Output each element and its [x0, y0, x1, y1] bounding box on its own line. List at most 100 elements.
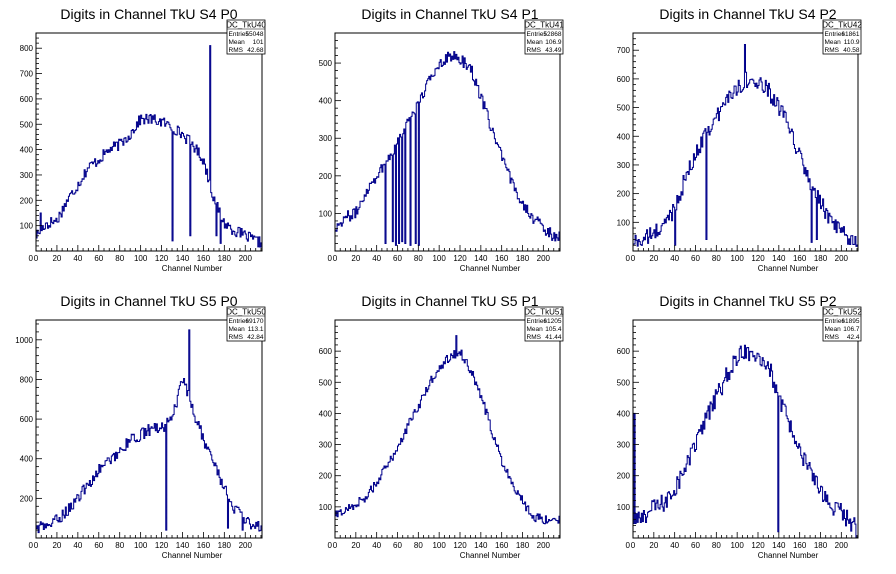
x-tick-label: 20: [351, 541, 360, 550]
x-tick-label: 120: [453, 254, 467, 263]
x-tick-label: 0: [631, 541, 636, 550]
x-tick-label: 120: [751, 254, 765, 263]
x-tick-label: 0: [333, 541, 338, 550]
stats-label: RMS: [229, 47, 244, 54]
x-tick-label: 180: [516, 254, 530, 263]
chart-title: Digits in Channel TkU S4 P2: [659, 6, 836, 22]
x-tick-label: 200: [537, 541, 551, 550]
stats-box-frame: [226, 306, 266, 342]
x-tick-label: 60: [94, 254, 103, 263]
stats-box-name: DC_TkU42: [822, 21, 862, 30]
y-tick-label: 500: [319, 378, 333, 387]
x-tick-label: 200: [835, 254, 849, 263]
stats-value: 106.7: [843, 326, 860, 333]
y-tick-label: 0: [626, 541, 631, 550]
x-tick-label: 180: [814, 254, 828, 263]
y-tick-label: 300: [319, 134, 333, 143]
x-tick-label: 0: [34, 254, 39, 263]
x-tick-label: 160: [495, 541, 509, 550]
y-tick-label: 100: [20, 222, 34, 231]
x-axis-label: Channel Number: [460, 551, 521, 560]
y-tick-label: 0: [29, 541, 34, 550]
histogram-series-line: [334, 51, 561, 251]
x-tick-label: 60: [691, 541, 700, 550]
histogram-series-line: [632, 43, 859, 251]
x-tick-label: 0: [631, 254, 636, 263]
x-tick-label: 60: [94, 541, 103, 550]
x-tick-label: 20: [649, 541, 658, 550]
y-tick-label: 100: [319, 503, 333, 512]
stats-label: Entries: [229, 318, 250, 325]
histogram-panel: Digits in Channel TkU S5 P2 0 20 40 60 80 100 1…: [617, 293, 863, 560]
y-tick-label: 500: [319, 59, 333, 68]
x-axis-label: Channel Number: [460, 264, 521, 273]
stats-value: 61895: [841, 318, 859, 325]
x-tick-label: 140: [772, 254, 786, 263]
y-tick-label: 100: [319, 209, 333, 218]
stats-value: 69170: [245, 318, 263, 325]
stats-box-name: DC_TkU52: [822, 308, 862, 317]
y-tick-label: 500: [617, 104, 631, 113]
stats-value: 41.44: [545, 334, 562, 341]
x-tick-label: 40: [372, 541, 381, 550]
histogram-panel: Digits in Channel TkU S4 P1 0 20 40 60 80 100 1…: [319, 6, 565, 273]
stats-value: 106.9: [545, 39, 562, 46]
x-tick-label: 60: [691, 254, 700, 263]
y-tick-label: 200: [319, 172, 333, 181]
stats-label: RMS: [825, 334, 840, 341]
stats-label: RMS: [527, 334, 542, 341]
stats-value: 43.49: [545, 47, 562, 54]
x-tick-label: 60: [393, 254, 402, 263]
plot-frame: [35, 32, 263, 252]
y-tick-label: 0: [328, 254, 333, 263]
x-tick-label: 40: [372, 254, 381, 263]
histogram-series-line: [35, 329, 263, 538]
x-axis-label: Channel Number: [162, 264, 223, 273]
stats-label: Entries: [825, 318, 846, 325]
x-tick-label: 40: [670, 254, 679, 263]
x-axis-label: Channel Number: [758, 551, 819, 560]
y-tick-label: 600: [319, 347, 333, 356]
stats-label: Entries: [527, 318, 548, 325]
x-tick-label: 160: [495, 254, 509, 263]
x-tick-label: 140: [176, 541, 190, 550]
x-tick-label: 180: [814, 541, 828, 550]
y-tick-label: 1000: [15, 336, 33, 345]
x-tick-label: 80: [712, 254, 721, 263]
stats-box-frame: [524, 306, 564, 342]
stats-value: 110.9: [844, 39, 860, 46]
stats-label: RMS: [825, 47, 840, 54]
x-tick-label: 100: [134, 541, 148, 550]
x-tick-label: 20: [351, 254, 360, 263]
y-tick-label: 200: [617, 472, 631, 481]
y-tick-label: 400: [20, 146, 34, 155]
stats-value: 42.4: [847, 334, 860, 341]
stats-value: 40.58: [843, 47, 860, 54]
y-tick-label: 400: [319, 409, 333, 418]
stats-box-name: DC_TkU50: [226, 308, 266, 317]
stats-label: Entries: [527, 31, 548, 38]
y-tick-label: 300: [319, 441, 333, 450]
plot-frame: [35, 319, 263, 539]
chart-title: Digits in Channel TkU S5 P0: [60, 293, 237, 309]
histogram-panel: Digits in Channel TkU S4 P2 0 20 40 60 80 100 1…: [617, 6, 863, 273]
y-tick-label: 200: [319, 472, 333, 481]
y-tick-label: 200: [20, 494, 34, 503]
stats-value: 52868: [543, 31, 561, 38]
stats-value: 61861: [841, 31, 859, 38]
x-tick-label: 0: [34, 541, 39, 550]
y-tick-label: 700: [20, 70, 34, 79]
stats-label: Mean: [527, 326, 544, 333]
stats-label: Mean: [229, 39, 246, 46]
x-tick-label: 40: [73, 541, 82, 550]
x-tick-label: 120: [751, 541, 765, 550]
x-tick-label: 0: [333, 254, 338, 263]
y-tick-label: 400: [617, 409, 631, 418]
stats-value: 42.84: [247, 334, 264, 341]
x-tick-label: 120: [453, 541, 467, 550]
stats-box-frame: [226, 19, 266, 55]
x-tick-label: 40: [670, 541, 679, 550]
y-tick-label: 500: [617, 378, 631, 387]
